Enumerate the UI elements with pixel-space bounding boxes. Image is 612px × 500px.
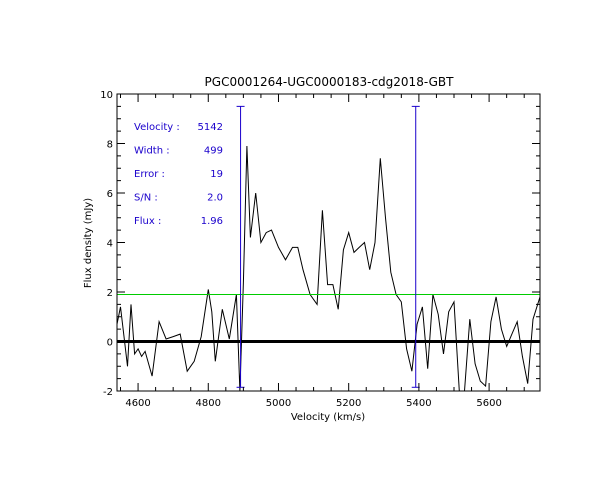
annotation-label: S/N : xyxy=(134,193,158,204)
x-axis-label: Velocity (km/s) xyxy=(291,412,365,423)
x-tick-label: 4600 xyxy=(125,398,150,409)
x-tick-labels: 4600 4800 5000 5200 5400 5600 xyxy=(125,398,501,409)
x-tick-label: 5400 xyxy=(406,398,431,409)
annotation-label: Velocity : xyxy=(134,122,180,133)
annotation-value: 19 xyxy=(210,169,223,180)
y-tick-label: 2 xyxy=(107,288,113,299)
annotation-value: 5142 xyxy=(198,122,223,133)
annotation-label: Flux : xyxy=(134,216,161,227)
chart-title: PGC0001264-UGC0000183-cdg2018-GBT xyxy=(205,75,455,89)
x-tick-label: 4800 xyxy=(196,398,221,409)
y-tick-label: -2 xyxy=(103,387,113,398)
y-axis-label: Flux density (mJy) xyxy=(83,198,94,288)
y-tick-label: 4 xyxy=(107,239,113,250)
x-tick-label: 5200 xyxy=(336,398,361,409)
annotation-value: 1.96 xyxy=(201,216,223,227)
y-tick-label: 0 xyxy=(107,338,113,349)
plot-area xyxy=(117,105,540,391)
annotation-value: 499 xyxy=(204,146,223,157)
x-tick-label: 5000 xyxy=(266,398,291,409)
fit-annotations: Velocity : 5142 Width : 499 Error : 19 S/N : 2.… xyxy=(134,122,223,227)
annotation-label: Width : xyxy=(134,146,170,157)
annotation-value: 2.0 xyxy=(207,193,223,204)
annotation-label: Error : xyxy=(134,169,165,180)
y-tick-labels: -2 0 2 4 6 8 10 xyxy=(100,90,113,398)
x-tick-label: 5600 xyxy=(476,398,501,409)
y-tick-label: 10 xyxy=(100,90,113,101)
y-tick-label: 6 xyxy=(107,189,113,200)
y-tick-label: 8 xyxy=(107,140,113,151)
